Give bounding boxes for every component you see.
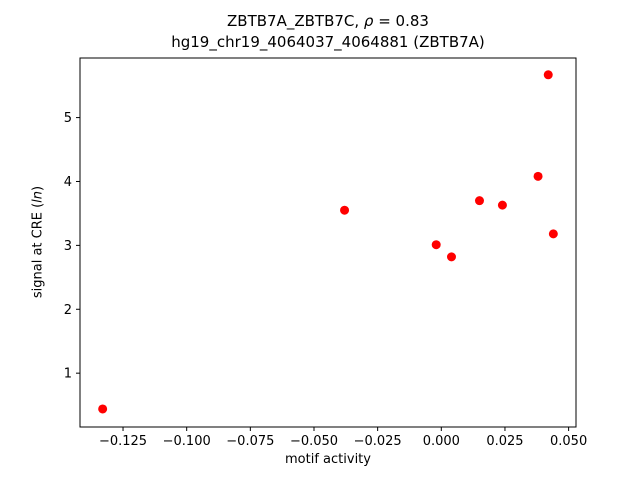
- y-tick-label: 1: [64, 367, 72, 382]
- x-tick-label: 0.050: [550, 434, 587, 449]
- y-axis-label-paren: ): [30, 185, 46, 191]
- data-point: [446, 252, 456, 262]
- y-tick-label: 4: [64, 175, 72, 190]
- x-tick-label: −0.100: [163, 434, 211, 449]
- title-correlation-value: = 0.83: [373, 12, 429, 30]
- chart-title-line2: hg19_chr19_4064037_4064881 (ZBTB7A): [171, 33, 485, 51]
- data-point: [431, 240, 441, 250]
- data-point: [543, 70, 553, 80]
- y-axis-label-text: signal at CRE (: [30, 202, 46, 299]
- chart-title-line1: ZBTB7A_ZBTB7C, ρ = 0.83: [80, 12, 576, 30]
- title-text: ZBTB7A_ZBTB7C,: [227, 12, 364, 30]
- x-tick-label: −0.050: [290, 434, 338, 449]
- data-point: [98, 404, 108, 414]
- data-point: [497, 200, 507, 210]
- y-tick-label: 2: [64, 303, 72, 318]
- y-axis-label: signal at CRE (ln): [31, 186, 46, 298]
- data-point: [548, 229, 558, 239]
- x-tick-label: 0.025: [486, 434, 523, 449]
- y-tick-label: 3: [64, 239, 72, 254]
- x-tick-label: −0.075: [226, 434, 274, 449]
- x-tick-label: −0.025: [354, 434, 402, 449]
- data-point: [474, 196, 484, 206]
- axes-frame: [79, 57, 577, 428]
- data-point: [340, 205, 350, 215]
- y-tick-label: 5: [64, 111, 72, 126]
- y-axis-label-ln: ln: [30, 190, 46, 203]
- x-tick-label: −0.125: [99, 434, 147, 449]
- x-axis-label: motif activity: [285, 452, 371, 467]
- data-point: [533, 171, 543, 181]
- x-tick-label: 0.000: [423, 434, 460, 449]
- title-rho-symbol: ρ: [363, 12, 374, 30]
